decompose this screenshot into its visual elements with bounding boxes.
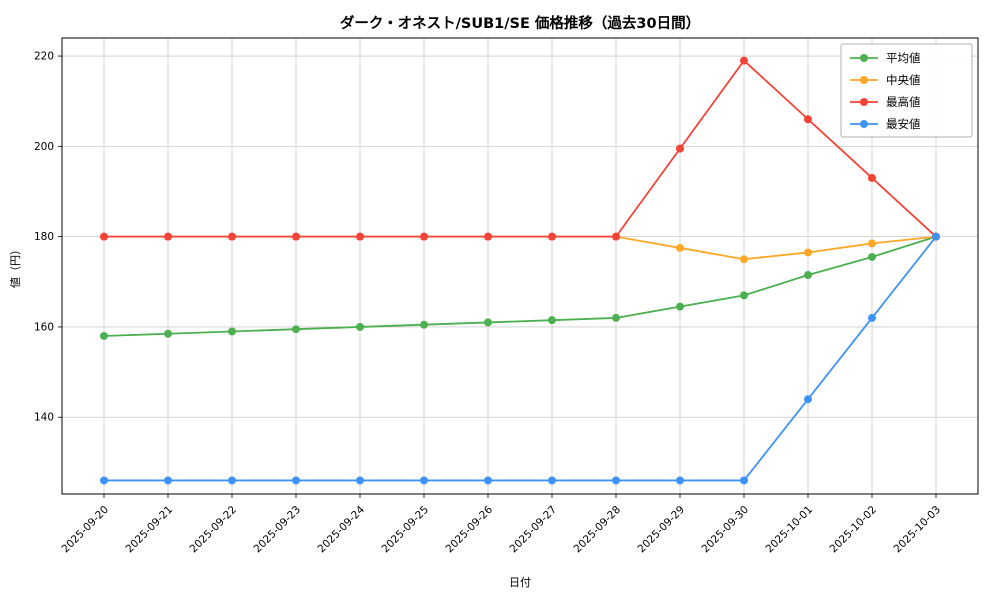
data-point-marker: [164, 329, 172, 338]
data-point-marker: [804, 248, 812, 257]
legend-label: 平均値: [886, 51, 921, 65]
data-point-marker: [676, 144, 684, 153]
x-tick-label: 2025-09-30: [699, 504, 751, 556]
legend-marker: [860, 76, 868, 84]
x-tick-label: 2025-09-28: [571, 504, 623, 556]
legend-label: 中央値: [886, 73, 921, 87]
axes: 2025-09-20 2025-09-21 2025-09-22 2025-09-23…: [34, 37, 979, 556]
data-point-marker: [612, 476, 620, 485]
legend-marker: [860, 120, 868, 128]
legend-item: 中央値: [850, 73, 921, 87]
legend-item: 最安値: [850, 117, 921, 131]
data-point-marker: [676, 302, 684, 311]
x-tick-label: 2025-09-22: [187, 504, 239, 556]
x-tick-label: 2025-09-21: [123, 504, 175, 556]
series-line: [100, 232, 940, 485]
data-point-marker: [292, 476, 300, 485]
data-point-marker: [484, 232, 492, 241]
data-point-marker: [356, 322, 364, 331]
legend-label: 最高値: [886, 95, 921, 109]
x-tick-label: 2025-09-26: [443, 503, 495, 555]
legend-marker: [860, 98, 868, 106]
data-point-marker: [356, 476, 364, 485]
data-point-marker: [100, 476, 108, 485]
data-point-marker: [804, 271, 812, 280]
legend-marker: [860, 54, 868, 62]
x-tick-label: 2025-09-25: [379, 504, 431, 556]
data-point-marker: [804, 395, 812, 404]
data-point-marker: [676, 243, 684, 252]
data-point-marker: [420, 232, 428, 241]
x-axis-label: 日付: [509, 576, 531, 589]
y-tick-label: 200: [34, 141, 54, 153]
series-line: [100, 56, 940, 241]
data-point-marker: [868, 252, 876, 261]
data-point-marker: [228, 327, 236, 336]
y-tick-label: 220: [34, 51, 54, 63]
legend-label: 最安値: [886, 117, 921, 131]
y-tick-label: 180: [34, 231, 54, 243]
x-tick-label: 2025-09-24: [315, 503, 367, 555]
data-point-marker: [100, 232, 108, 241]
data-point-marker: [292, 325, 300, 334]
data-point-marker: [804, 115, 812, 124]
data-point-marker: [548, 232, 556, 241]
data-point-marker: [100, 331, 108, 340]
x-tick-label: 2025-09-27: [507, 504, 559, 556]
data-point-marker: [740, 255, 748, 264]
series-line: [100, 232, 940, 340]
data-point-marker: [356, 232, 364, 241]
y-axis-label: 値（円）: [9, 244, 22, 288]
data-point-marker: [612, 313, 620, 322]
y-tick-label: 140: [34, 412, 54, 424]
x-tick-label: 2025-09-23: [251, 504, 303, 556]
chart-title: ダーク・オネスト/SUB1/SE 価格推移（過去30日間）: [339, 16, 701, 32]
data-point-marker: [484, 318, 492, 327]
data-point-marker: [868, 239, 876, 248]
data-point-marker: [484, 476, 492, 485]
x-tick-label: 2025-09-29: [635, 504, 687, 556]
data-point-marker: [740, 476, 748, 485]
data-point-marker: [676, 476, 684, 485]
x-tick-label: 2025-10-03: [891, 504, 943, 556]
data-point-marker: [868, 173, 876, 182]
data-point-marker: [740, 56, 748, 65]
data-point-marker: [612, 232, 620, 241]
data-point-marker: [420, 320, 428, 329]
data-point-marker: [548, 476, 556, 485]
data-point-marker: [548, 316, 556, 325]
legend-item: 平均値: [850, 51, 921, 65]
y-tick-label: 160: [34, 321, 54, 333]
data-point-marker: [164, 476, 172, 485]
data-point-marker: [292, 232, 300, 241]
data-point-marker: [932, 232, 940, 241]
data-point-marker: [228, 476, 236, 485]
series-group: [100, 56, 940, 485]
data-point-marker: [868, 313, 876, 322]
data-point-marker: [420, 476, 428, 485]
data-point-marker: [164, 232, 172, 241]
x-tick-label: 2025-10-01: [763, 504, 815, 556]
data-point-marker: [740, 291, 748, 300]
legend-item: 最高値: [850, 95, 921, 109]
x-tick-label: 2025-09-20: [59, 504, 111, 556]
data-point-marker: [228, 232, 236, 241]
x-tick-label: 2025-10-02: [827, 504, 879, 556]
